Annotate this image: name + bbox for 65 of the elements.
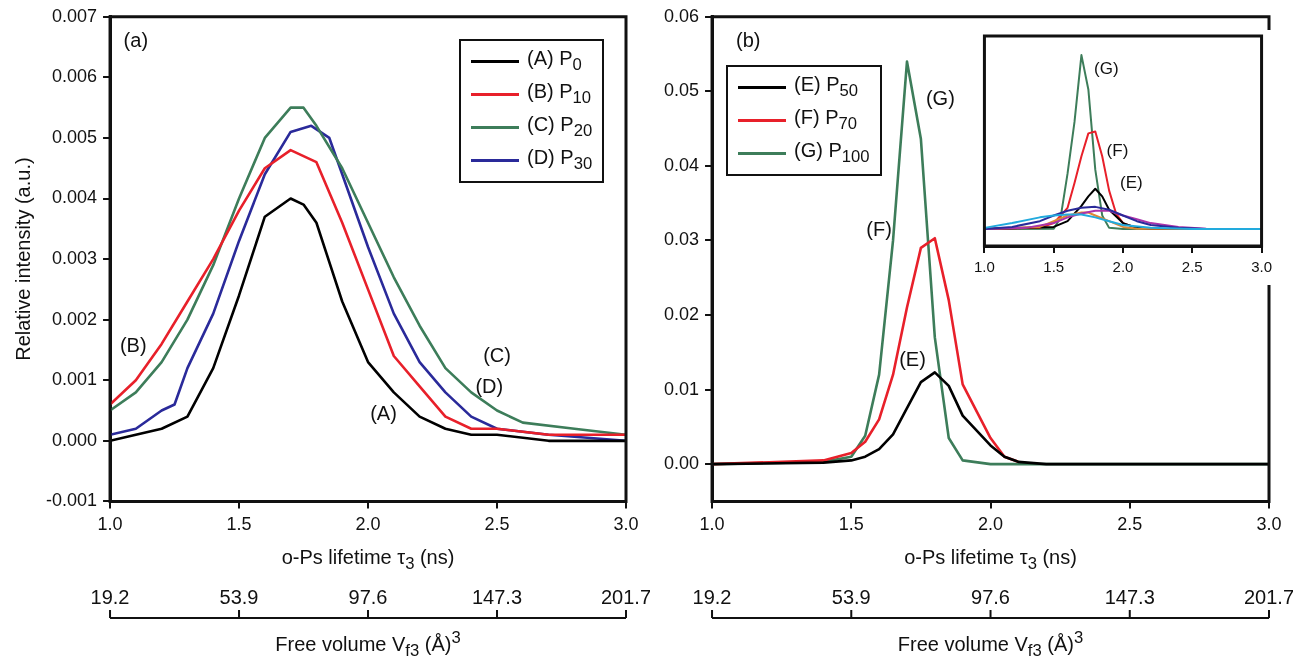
legend-label: (A) P$_{0}$	[527, 45, 582, 76]
y-axis-title: Relative intensity (a.u.)	[11, 157, 34, 361]
x-tick-label: 3.0	[613, 514, 639, 535]
y-tick-label: 0.003	[51, 248, 98, 269]
legend-label: (C) P$_{20}$	[527, 111, 593, 142]
annotation: (G)	[925, 86, 955, 109]
text: 201.7	[600, 585, 652, 608]
text: 53.9	[219, 585, 259, 608]
y-tick-label: 0.05	[663, 80, 700, 101]
text: 201.7	[1243, 585, 1293, 608]
y-tick-label: 0.03	[663, 229, 700, 250]
y-tick-label: 0.006	[51, 66, 98, 87]
y-tick-label: 0.04	[663, 154, 700, 175]
x2-axis-title: Free volume V$_{f3}$ (Å)$^{3}$	[897, 628, 1084, 661]
legend-label: (D) P$_{30}$	[527, 144, 593, 175]
y-tick-label: 0.02	[663, 303, 700, 324]
y-tick-label: 0.06	[663, 5, 700, 26]
text: 97.6	[971, 585, 1010, 608]
legend-label: (F) P$_{70}$	[794, 104, 857, 135]
annotation: (b)	[736, 28, 761, 51]
text: 19.2	[90, 585, 130, 608]
annotation: (a)	[123, 28, 149, 51]
x-axis-title: o-Ps lifetime τ$_{3}$ (ns)	[281, 546, 455, 574]
annotation: (C)	[483, 343, 511, 366]
y-tick-label: 0.002	[51, 308, 98, 329]
y-tick-label: 0.000	[51, 429, 98, 450]
x-tick-label: 2.0	[978, 514, 1004, 535]
annotation: (B)	[119, 333, 147, 356]
annotation: (E)	[1119, 172, 1143, 192]
x-tick-label: 3.0	[1256, 514, 1282, 535]
y-tick-label: 0.005	[51, 126, 98, 147]
legend-label: (G) P$_{100}$	[794, 137, 870, 168]
x-tick-label: 3.0	[1251, 258, 1272, 276]
x-tick-label: 1.0	[974, 258, 995, 276]
x-axis-title: o-Ps lifetime τ$_{3}$ (ns)	[904, 546, 1077, 574]
text: 19.2	[692, 585, 732, 608]
text: 147.3	[1104, 585, 1155, 608]
x-tick-label: 1.5	[226, 514, 252, 535]
x2-axis-title: Free volume V$_{f3}$ (Å)$^{3}$	[275, 628, 461, 661]
y-tick-label: 0.001	[51, 369, 98, 390]
annotation: (F)	[1106, 141, 1129, 161]
x-tick-label: 2.5	[484, 514, 510, 535]
annotation: (E)	[899, 348, 926, 371]
legend-label: (E) P$_{50}$	[794, 71, 859, 102]
x-tick-label: 2.5	[1117, 514, 1143, 535]
x-tick-label: 1.0	[97, 514, 123, 535]
x-tick-label: 2.0	[355, 514, 381, 535]
annotation: (D)	[475, 375, 504, 398]
x-tick-label: 1.0	[699, 514, 725, 535]
y-tick-label: -0.001	[45, 490, 98, 511]
legend-label: (B) P$_{10}$	[527, 78, 592, 109]
annotation: (F)	[866, 217, 892, 240]
annotation: (A)	[370, 401, 397, 424]
text: 147.3	[471, 585, 523, 608]
text: 97.6	[348, 585, 388, 608]
y-tick-label: 0.007	[51, 5, 98, 26]
x-tick-label: 1.5	[1043, 258, 1065, 276]
x-tick-label: 2.5	[1181, 258, 1203, 276]
y-tick-label: 0.00	[663, 453, 700, 474]
y-tick-label: 0.004	[51, 187, 98, 208]
x-tick-label: 2.0	[1112, 258, 1134, 276]
x-tick-label: 1.5	[838, 514, 864, 535]
y-tick-label: 0.01	[663, 378, 700, 399]
text: 53.9	[831, 585, 871, 608]
annotation: (G)	[1094, 59, 1119, 79]
